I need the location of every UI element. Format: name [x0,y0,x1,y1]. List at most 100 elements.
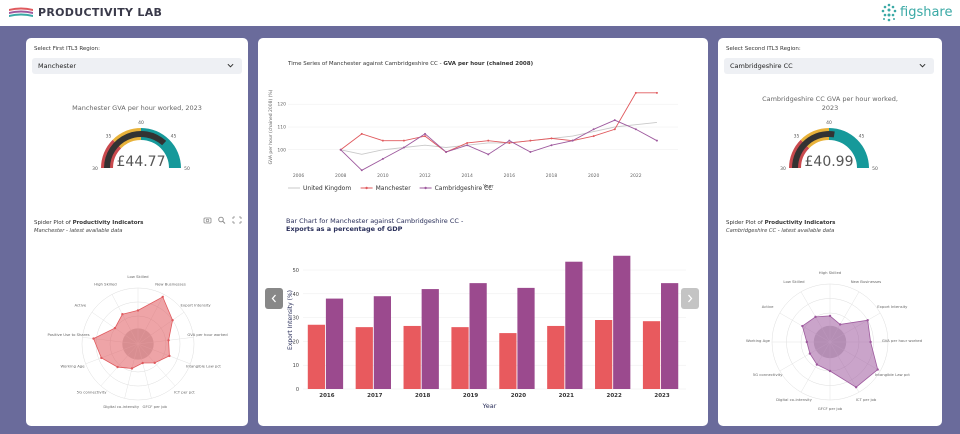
prev-chart-button[interactable] [265,288,283,309]
right-region-panel: Select Second ITL3 Region: Cambridgeshir… [718,38,942,426]
bar-category-label: 2019 [463,393,478,399]
line-xtick-label: 2014 [461,173,473,179]
line-point [424,135,427,138]
spider-axis-label: GFCF per job [818,406,843,411]
bar-manchester [499,333,517,389]
right-spider-subtitle: Cambridgeshire CC - latest available dat… [726,228,835,234]
spider-axis-label: Active [762,304,774,309]
app-title: PRODUCTIVITY LAB [38,6,163,19]
spider-axis-label: Intangible Law pct [875,372,910,377]
left-spider-title: Spider Plot of Productivity Indicators [34,220,144,226]
gauge-value-text: £40.99 [805,154,854,170]
spider-point [113,326,117,330]
line-point [360,169,363,172]
bar-cambridgeshire-cc [325,298,344,389]
spider-point [92,337,95,340]
line-x-axis-label: Year [482,184,495,190]
legend-marker [424,186,427,190]
line-xtick-label: 2016 [504,173,516,179]
gauge-tick-label: 45 [171,133,177,139]
line-point [655,91,658,94]
next-chart-button[interactable] [681,288,699,309]
bar-category-label: 2022 [607,393,622,399]
spider-axis-label: Active [75,303,87,308]
first-region-select[interactable]: Manchester [32,58,242,74]
line-xtick-label: 2006 [293,173,305,179]
figshare-logo[interactable]: figshare [880,2,952,24]
spider-point [161,295,164,299]
gauge-tick-label: 35 [794,133,800,139]
line-chart-title: Time Series of Manchester against Cambri… [287,61,534,67]
left-spider-subtitle: Manchester - latest available data [34,228,123,234]
line-point [466,141,469,144]
line-point [592,128,595,131]
gauge-value-text: £44.77 [117,154,166,170]
left-spider-chart: Low Skilled New Businesses Export Intensit… [47,274,228,409]
bar-manchester [307,324,326,389]
line-point [550,137,553,140]
figshare-logo-icon [881,3,897,22]
bar-cambridgeshire-cc [469,283,487,389]
bar-category-label: 2017 [367,393,382,399]
spider-area [93,296,173,369]
legend-item: United Kingdom [288,185,351,192]
bar-category-label: 2016 [319,393,334,399]
line-point [466,144,469,147]
gauge-tick-label: 40 [138,120,144,126]
bar-x-axis-label: Year [482,402,497,410]
spider-axis-label: ICT per job [856,397,877,402]
spider-axis-label: High Skilled [94,282,117,287]
bar-ytick-label: 30 [293,316,299,322]
spider-point [171,318,174,322]
spider-point [136,309,140,312]
line-series-manchester [340,92,657,153]
camera-icon[interactable] [203,217,212,224]
spider-point [141,361,144,365]
line-y-axis-label: GVA per hour (chained 2008) (%) [268,89,274,164]
line-xtick-label: 2020 [588,173,600,179]
spider-point [838,323,842,326]
autoscale-icon[interactable] [232,216,242,224]
spider-axis-label: Low Skilled [127,274,149,279]
chevron-right-icon [688,294,693,303]
line-point [424,132,427,135]
line-point [550,144,553,147]
spider-point [815,363,819,366]
gauge-value-bar [792,131,835,168]
legend-label: Cambridgeshire CC [435,185,493,192]
bar-chart-title: Bar Chart for Manchester against Cambrid… [286,217,465,233]
bar-category-label: 2020 [511,393,526,399]
spider-point [869,340,872,344]
legend-item: Manchester [360,185,411,192]
spider-axis-label: 5G connectivity [77,389,108,394]
second-region-select[interactable]: Cambridgeshire CC [724,58,934,74]
gauge-tick-label: 35 [106,133,112,139]
bar-cambridgeshire-cc [517,287,535,389]
spider-point [153,361,156,365]
bar-category-label: 2023 [654,393,669,399]
bar-manchester [403,325,421,389]
chevron-down-icon [919,63,926,68]
zoom-icon[interactable] [218,216,226,224]
bar-ytick-label: 40 [293,292,299,298]
spider-axis-label: Digital co-intensity [103,404,140,409]
line-point [529,151,532,154]
line-xtick-label: 2010 [377,173,389,179]
spider-point [876,368,879,371]
line-xtick-label: 2008 [335,173,347,179]
bar-category-label: 2018 [415,393,430,399]
line-ytick-label: 100 [277,147,286,153]
line-point [508,139,511,142]
right-gva-gauge: 30 35 40 45 50 £40.99 [780,120,878,172]
bar-manchester [547,325,565,389]
spider-axis-label: GFCF per job [143,404,168,409]
gauge-tick-label: 50 [872,166,878,172]
spider-point [808,352,812,355]
gauge-tick-label: 30 [780,166,786,172]
bar-manchester [595,320,613,389]
spider-point [801,324,804,328]
spider-axis-label: Working Age [746,338,771,343]
line-series-united-kingdom [340,121,657,155]
spider-axis-label: 5G connectivity [753,372,784,377]
gauge-tick-label: 30 [92,166,98,172]
